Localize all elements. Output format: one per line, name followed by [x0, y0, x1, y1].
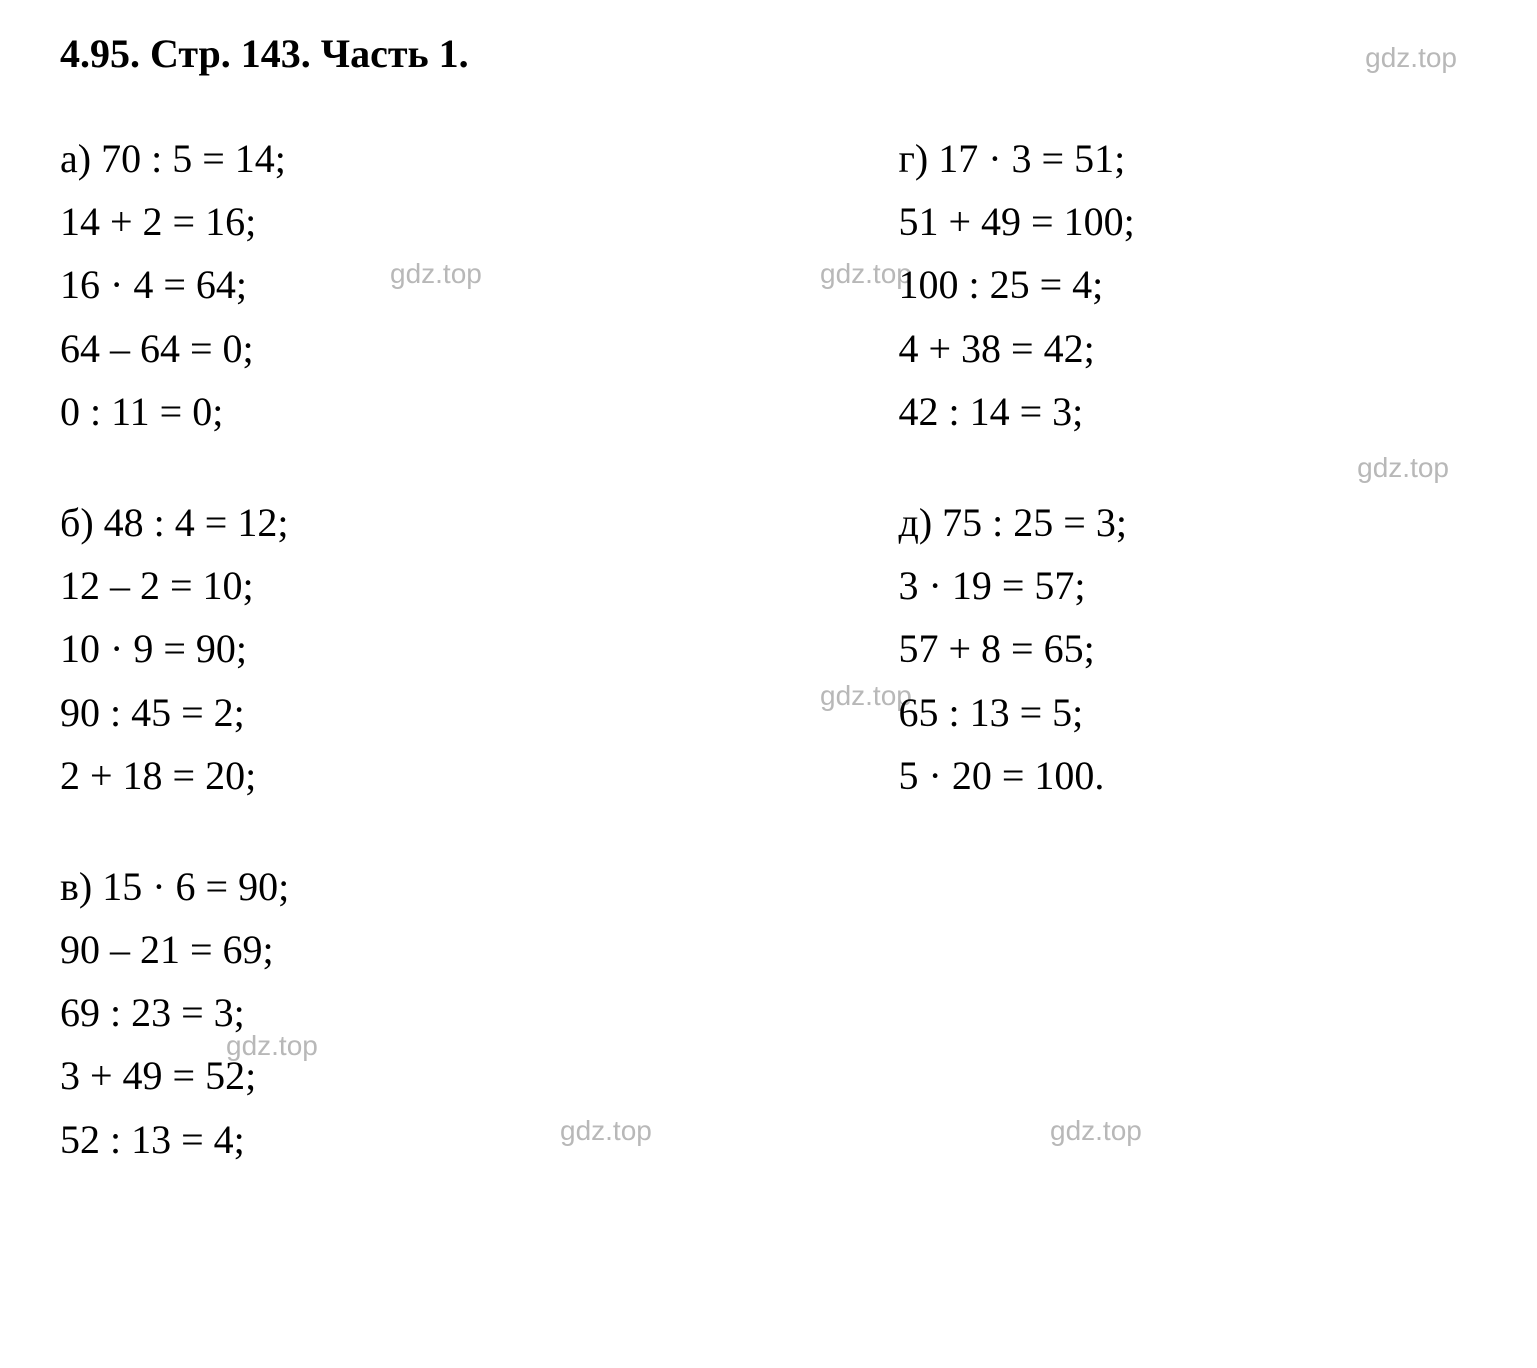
problem-a: а) 70 : 5 = 14; 14 + 2 = 16; 16 · 4 = 64… — [60, 127, 639, 443]
equation-line: 65 : 13 = 5; — [899, 681, 1478, 744]
equation-line: г) 17 · 3 = 51; — [899, 127, 1478, 190]
equation-line: 0 : 11 = 0; — [60, 380, 639, 443]
right-column: г) 17 · 3 = 51; 51 + 49 = 100; 100 : 25 … — [899, 127, 1478, 1219]
equation-line: 16 · 4 = 64; — [60, 253, 639, 316]
equation-line: 64 – 64 = 0; — [60, 317, 639, 380]
equation-line: а) 70 : 5 = 14; — [60, 127, 639, 190]
equation-line: 3 · 19 = 57; — [899, 554, 1478, 617]
problem-label: в) — [60, 864, 92, 909]
equation-line: 57 + 8 = 65; — [899, 617, 1478, 680]
equation-line: 2 + 18 = 20; — [60, 744, 639, 807]
left-column: а) 70 : 5 = 14; 14 + 2 = 16; 16 · 4 = 64… — [60, 127, 639, 1219]
equation-line: 69 : 23 = 3; — [60, 981, 639, 1044]
equation-text: 70 : 5 = 14; — [101, 136, 286, 181]
problem-label: г) — [899, 136, 929, 181]
problem-v: в) 15 · 6 = 90; 90 – 21 = 69; 69 : 23 = … — [60, 855, 639, 1171]
equation-text: 75 : 25 = 3; — [942, 500, 1127, 545]
page-title: 4.95. Стр. 143. Часть 1. — [60, 30, 469, 77]
watermark: gdz.top — [1365, 42, 1457, 74]
equation-line: 90 : 45 = 2; — [60, 681, 639, 744]
equation-line: 12 – 2 = 10; — [60, 554, 639, 617]
equation-line: 14 + 2 = 16; — [60, 190, 639, 253]
equation-line: 3 + 49 = 52; — [60, 1044, 639, 1107]
equation-line: 51 + 49 = 100; — [899, 190, 1478, 253]
problem-label: д) — [899, 500, 933, 545]
equation-line: д) 75 : 25 = 3; — [899, 491, 1478, 554]
equation-line: б) 48 : 4 = 12; — [60, 491, 639, 554]
equation-line: 5 · 20 = 100. — [899, 744, 1478, 807]
equation-line: 100 : 25 = 4; — [899, 253, 1478, 316]
equation-line: в) 15 · 6 = 90; — [60, 855, 639, 918]
equation-line: 90 – 21 = 69; — [60, 918, 639, 981]
equation-text: 15 · 6 = 90; — [102, 864, 289, 909]
problem-label: а) — [60, 136, 91, 181]
problem-b: б) 48 : 4 = 12; 12 – 2 = 10; 10 · 9 = 90… — [60, 491, 639, 807]
equation-line: 42 : 14 = 3; — [899, 380, 1478, 443]
problem-label: б) — [60, 500, 94, 545]
problem-g: г) 17 · 3 = 51; 51 + 49 = 100; 100 : 25 … — [899, 127, 1478, 443]
content-grid: а) 70 : 5 = 14; 14 + 2 = 16; 16 · 4 = 64… — [60, 127, 1477, 1219]
problem-d: д) 75 : 25 = 3; 3 · 19 = 57; 57 + 8 = 65… — [899, 491, 1478, 807]
equation-line: 4 + 38 = 42; — [899, 317, 1478, 380]
equation-line: 52 : 13 = 4; — [60, 1108, 639, 1171]
equation-text: 48 : 4 = 12; — [104, 500, 289, 545]
equation-line: 10 · 9 = 90; — [60, 617, 639, 680]
equation-text: 17 · 3 = 51; — [938, 136, 1125, 181]
